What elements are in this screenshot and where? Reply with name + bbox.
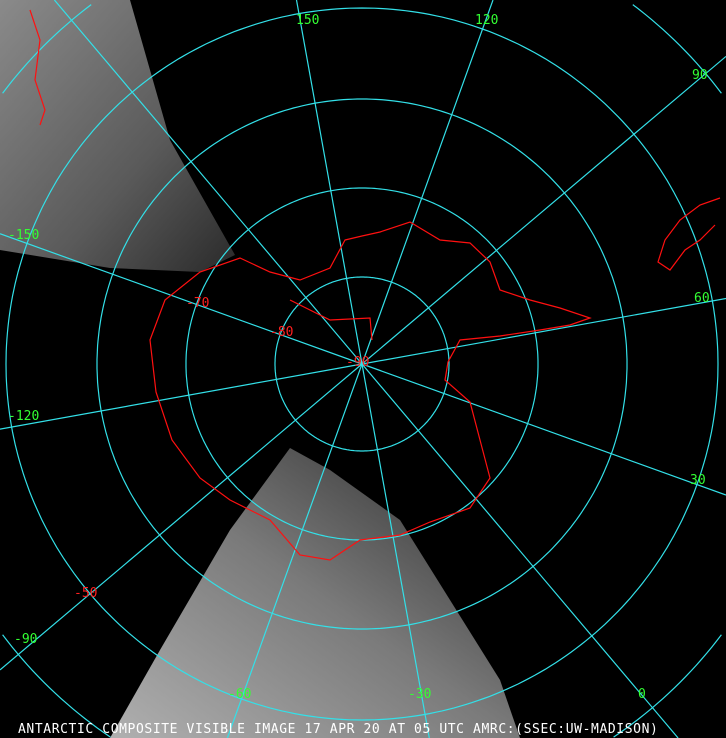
south-america-coastline (29, 9, 46, 126)
antarctica-coastline (149, 221, 592, 561)
latitude-circle--40 (632, 4, 722, 94)
latitude-label: -50 (74, 586, 98, 601)
imagery-swath-top-left (0, 0, 235, 272)
meridian-120 (361, 0, 494, 365)
meridian--120 (0, 363, 363, 430)
meridian--90 (0, 363, 363, 671)
longitude-label: -60 (228, 687, 252, 702)
longitude-label: 60 (694, 291, 710, 306)
latitude-circle--50 (5, 7, 719, 721)
meridian-90 (361, 55, 726, 365)
latitude-label: -90 (346, 355, 370, 370)
longitude-label: 120 (475, 13, 499, 28)
meridian-150 (295, 0, 363, 365)
longitude-label: 90 (692, 68, 708, 83)
latitude-circle--40 (2, 4, 92, 94)
longitude-label: -120 (8, 409, 40, 424)
imagery-swath-bottom (110, 448, 520, 738)
latitude-circle--60 (96, 98, 628, 630)
image-caption: ANTARCTIC COMPOSITE VISIBLE IMAGE 17 APR… (18, 722, 659, 737)
island-chain-coastline (657, 197, 721, 271)
longitude-label: 150 (296, 13, 320, 28)
longitude-label: 30 (690, 473, 706, 488)
meridian--30 (361, 363, 430, 738)
longitude-label: 0 (638, 687, 646, 702)
meridian-0 (361, 363, 679, 738)
longitude-label: -30 (408, 687, 432, 702)
meridian-30 (361, 363, 726, 496)
latitude-circle--40 (613, 634, 722, 738)
meridian-60 (361, 297, 726, 365)
meridian--150 (0, 233, 363, 365)
latitude-label: -70 (186, 296, 210, 311)
longitude-label: -90 (14, 632, 38, 647)
meridian--60 (226, 363, 363, 738)
meridian--180 (53, 0, 363, 365)
longitude-label: -150 (8, 228, 40, 243)
latitude-circle--70 (185, 187, 539, 541)
latitude-circle--80 (274, 276, 450, 452)
latitude-label: -80 (270, 325, 294, 340)
